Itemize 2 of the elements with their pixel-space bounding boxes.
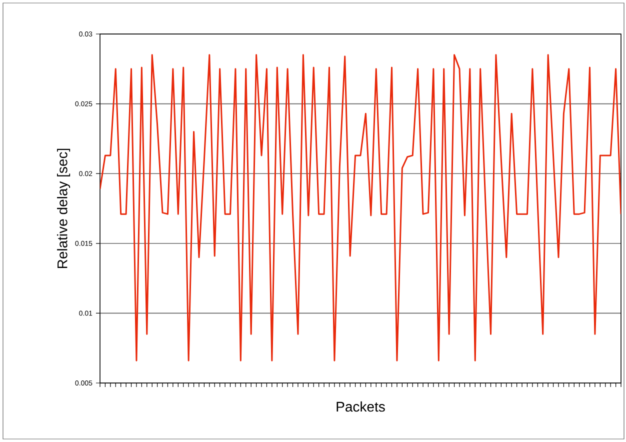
y-axis-title: Relative delay [sec]: [57, 148, 70, 268]
x-axis-title: Packets: [336, 401, 385, 412]
